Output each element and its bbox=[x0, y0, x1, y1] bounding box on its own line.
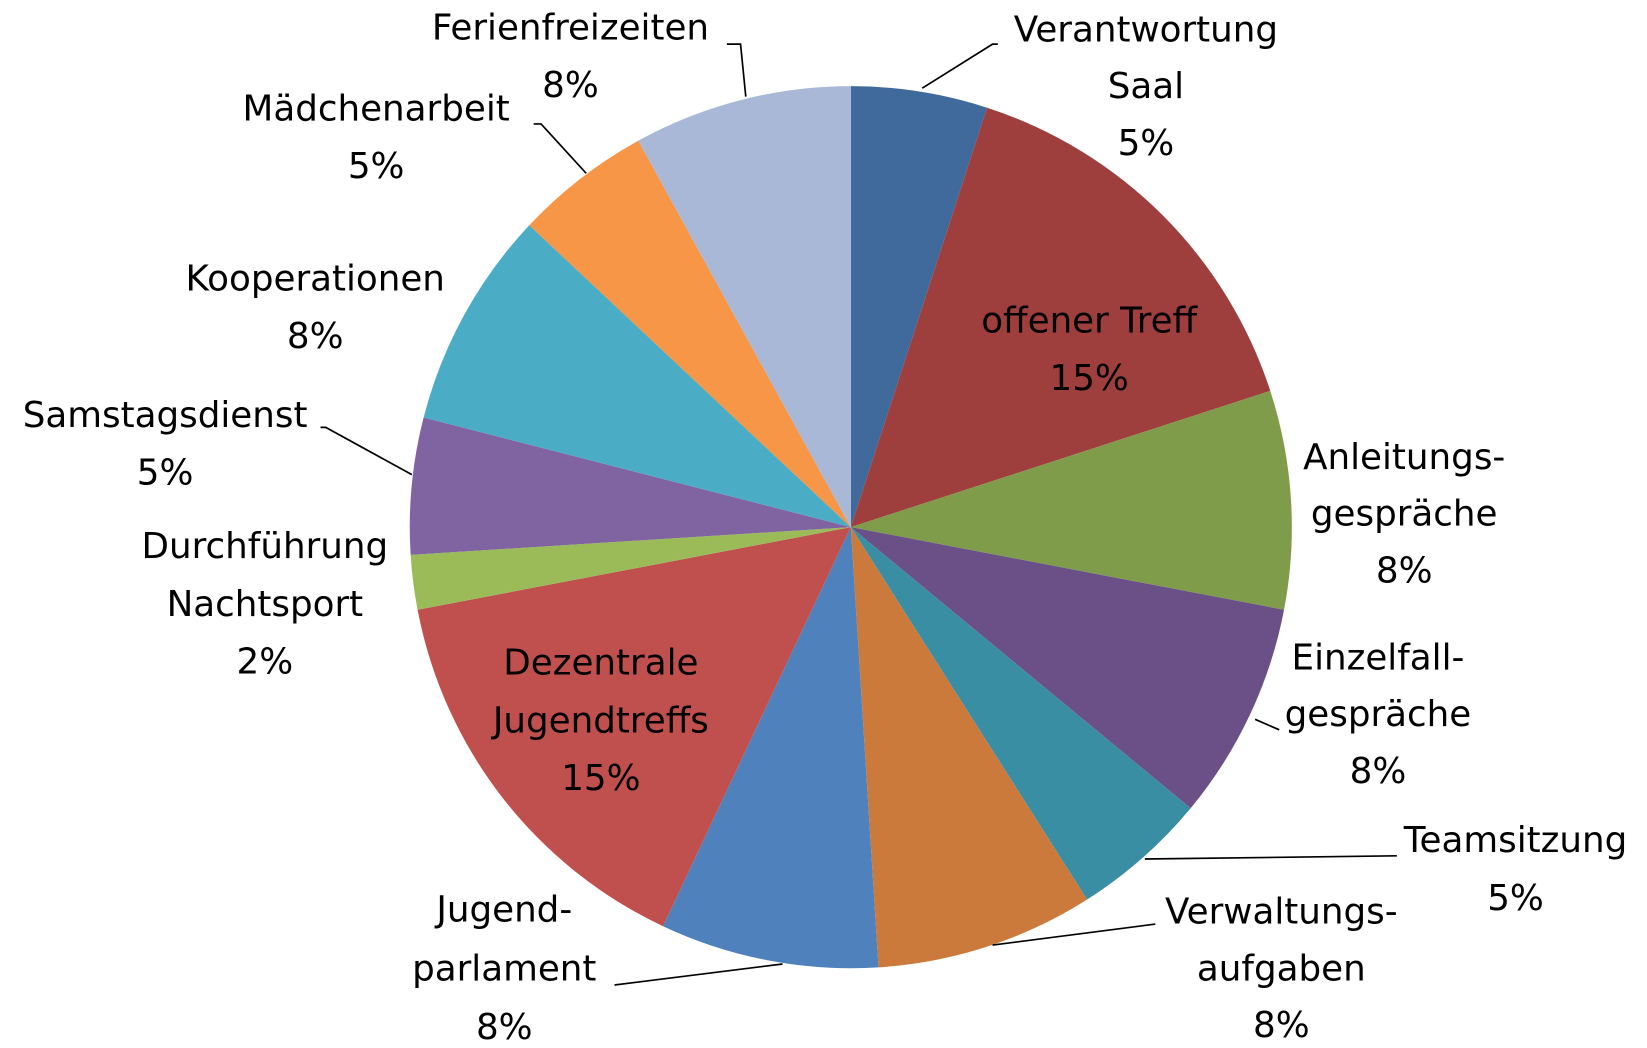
pie-slice bbox=[850, 390, 1292, 610]
value-label: 2% bbox=[237, 642, 294, 683]
value-label: 8% bbox=[1350, 751, 1407, 792]
category-label: Dezentrale Jugendtreffs bbox=[491, 643, 709, 742]
value-label: 5% bbox=[348, 146, 405, 187]
value-label: 15% bbox=[1050, 358, 1129, 399]
pie-slice bbox=[529, 140, 851, 528]
category-label: offener Treff bbox=[981, 300, 1198, 341]
category-label: Jugend-parlament bbox=[412, 889, 596, 989]
leader-line bbox=[921, 43, 998, 89]
leader-line bbox=[726, 43, 747, 97]
leader-line bbox=[992, 923, 1156, 946]
category-label: Teamsitzung bbox=[1403, 820, 1627, 861]
pie-slice bbox=[409, 417, 851, 555]
leader-line bbox=[1254, 718, 1280, 731]
pie-slice bbox=[850, 527, 1088, 968]
category-label: Durchführung Nachtsport bbox=[142, 526, 389, 625]
value-label: 8% bbox=[287, 316, 344, 357]
value-label: 15% bbox=[561, 758, 640, 799]
pie-slice bbox=[850, 527, 1191, 900]
category-label: Kooperationen bbox=[186, 258, 445, 299]
pie-slice bbox=[410, 527, 851, 610]
leader-line bbox=[320, 426, 413, 476]
leader-line bbox=[1144, 854, 1397, 860]
value-label: 8% bbox=[542, 65, 599, 106]
pie-slice bbox=[850, 107, 1271, 528]
value-label: 5% bbox=[137, 453, 194, 494]
category-label: Einzelfall-gespräche bbox=[1285, 637, 1472, 735]
category-label: Mädchenarbeit bbox=[243, 88, 510, 129]
pie-slice bbox=[850, 527, 1285, 809]
pie-slice bbox=[638, 86, 851, 528]
category-label: Ferienfreizeiten bbox=[432, 7, 709, 48]
category-label: Samstagsdienst bbox=[23, 395, 308, 436]
value-label: 8% bbox=[1376, 550, 1433, 591]
pie-slice bbox=[663, 527, 879, 969]
pie-slice bbox=[417, 527, 851, 927]
value-label: 8% bbox=[1253, 1005, 1310, 1046]
value-label: 8% bbox=[476, 1007, 533, 1048]
pie-slice bbox=[423, 225, 851, 528]
pie-slice bbox=[850, 86, 988, 528]
leader-line bbox=[533, 123, 587, 174]
category-label: Anleitungs-gespräche bbox=[1303, 437, 1505, 535]
leader-line bbox=[614, 963, 783, 986]
category-label: Verantwortung Saal bbox=[1014, 10, 1278, 108]
value-label: 5% bbox=[1487, 878, 1544, 919]
value-label: 5% bbox=[1118, 123, 1175, 164]
category-label: Verwaltungs-aufgaben bbox=[1165, 892, 1398, 990]
